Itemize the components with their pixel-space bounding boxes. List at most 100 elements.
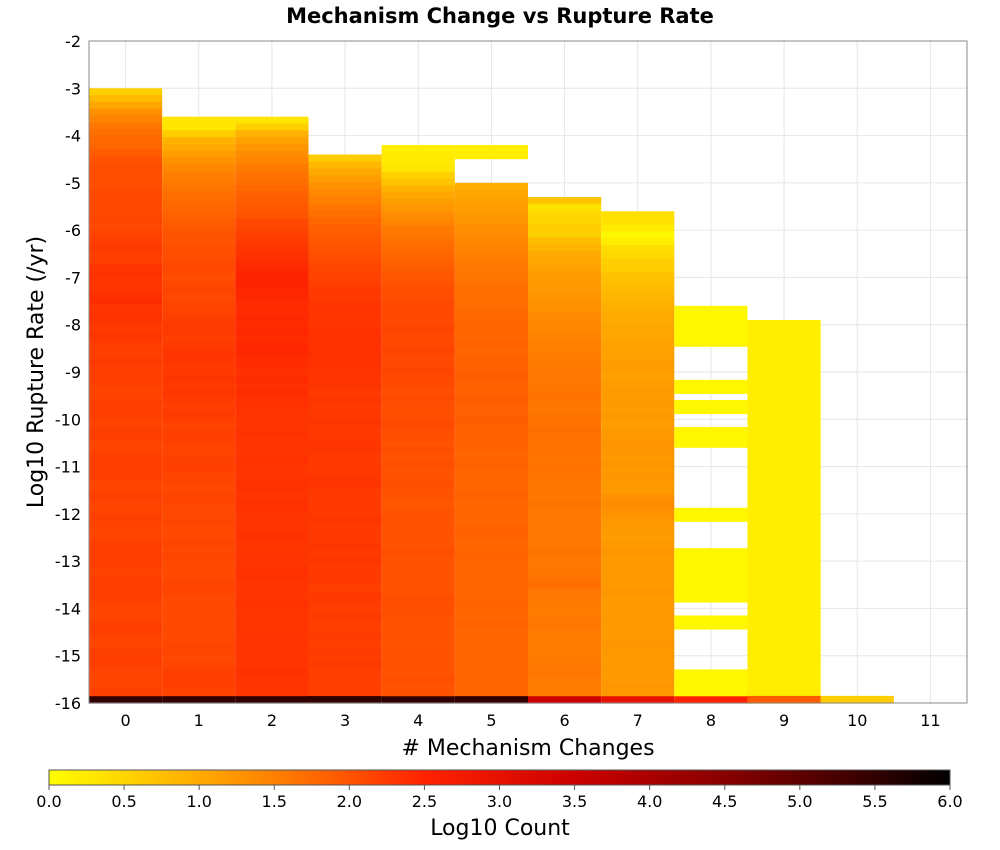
heatmap-cell (454, 504, 528, 512)
heatmap-cell (308, 598, 382, 607)
heatmap-cell (528, 601, 602, 610)
y-tick-label: -4 (65, 127, 81, 146)
heatmap-cell (89, 95, 163, 103)
heatmap-cell (235, 628, 309, 636)
heatmap-cell (162, 403, 236, 411)
heatmap-cell (235, 437, 309, 445)
x-tick-label: 1 (194, 711, 204, 730)
heatmap-cell (235, 416, 309, 425)
heatmap-cell (89, 473, 163, 481)
x-tick-label: 5 (486, 711, 496, 730)
heatmap-cell (162, 675, 236, 684)
heatmap-cell (381, 333, 455, 341)
heatmap-cell (235, 246, 309, 254)
heatmap-cell (528, 352, 602, 360)
heatmap-cell (601, 628, 675, 637)
colorbar-tick-label: 3.5 (562, 792, 587, 811)
heatmap-cell (528, 493, 602, 502)
heatmap-cell (308, 501, 382, 510)
heatmap-cell (674, 514, 748, 522)
heatmap-cell (454, 347, 528, 355)
heatmap-cell (235, 403, 309, 411)
heatmap-cell (89, 507, 163, 515)
heatmap-cell (235, 341, 309, 350)
heatmap-cell (235, 573, 309, 581)
heatmap-cell (674, 561, 748, 569)
heatmap-cell (235, 307, 309, 315)
heatmap-cell (381, 192, 455, 200)
heatmap-cell (601, 420, 675, 428)
heatmap-cell (89, 520, 163, 528)
heatmap-cell (601, 312, 675, 320)
heatmap-cell (235, 164, 309, 172)
heatmap-cell (162, 307, 236, 315)
heatmap-cell (601, 453, 675, 462)
heatmap-cell (308, 376, 382, 385)
heatmap-cell (235, 280, 309, 288)
heatmap-cell (601, 581, 675, 590)
heatmap-cell (235, 123, 309, 131)
heatmap-cell (381, 353, 455, 361)
heatmap-cell (89, 372, 163, 380)
colorbar-tick-label: 1.5 (262, 792, 287, 811)
heatmap-cell (235, 178, 309, 186)
heatmap-cell (89, 297, 163, 306)
heatmap-cell (308, 557, 382, 565)
heatmap-cell (235, 655, 309, 663)
x-tick-label: 3 (340, 711, 350, 730)
heatmap-cell (235, 375, 309, 384)
heatmap-cell (308, 258, 382, 267)
heatmap-cell (528, 682, 602, 691)
heatmap-cell (381, 407, 455, 415)
heatmap-cell (89, 534, 163, 542)
heatmap-cell (235, 443, 309, 452)
colorbar-tick-label: 3.0 (487, 792, 512, 811)
heatmap-cell (601, 271, 675, 280)
heatmap-cell (454, 244, 528, 252)
heatmap-cell (308, 369, 382, 378)
heatmap-cell (89, 209, 163, 218)
heatmap-cell (162, 566, 236, 575)
heatmap-cell (308, 286, 382, 294)
heatmap-cell (308, 550, 382, 558)
heatmap-cell (235, 662, 309, 670)
heatmap-cell (308, 328, 382, 336)
heatmap-cell (381, 440, 455, 449)
heatmap-cell (454, 566, 528, 574)
colorbar-tick-label: 4.5 (712, 792, 737, 811)
heatmap-cell (454, 483, 528, 492)
heatmap-cell (601, 615, 675, 623)
heatmap-cell (381, 313, 455, 321)
heatmap-cell (162, 573, 236, 581)
heatmap-cell (89, 466, 163, 474)
heatmap-cell (674, 433, 748, 442)
heatmap-cell (528, 217, 602, 225)
heatmap-cell (162, 409, 236, 418)
heatmap-cell (235, 198, 309, 206)
heatmap-cell (308, 383, 382, 392)
heatmap-cell (601, 386, 675, 394)
y-tick-label: -9 (65, 363, 81, 382)
heatmap-cell (454, 511, 528, 519)
heatmap-cell (674, 568, 748, 576)
heatmap-cell (235, 259, 309, 268)
heatmap-cell (454, 449, 528, 458)
heatmap-cell (674, 595, 748, 603)
heatmap-cell (528, 197, 602, 205)
heatmap-cell (89, 446, 163, 454)
heatmap-cell (162, 607, 236, 615)
heatmap-cell (162, 239, 236, 247)
heatmap-cell (528, 662, 602, 670)
heatmap-cell (235, 518, 309, 527)
heatmap-cell (162, 532, 236, 540)
heatmap-cell (381, 225, 455, 234)
heatmap-cell (528, 325, 602, 333)
heatmap-cell (454, 648, 528, 656)
heatmap-cell (381, 198, 455, 207)
heatmap-cell (89, 439, 163, 447)
heatmap-cell (162, 321, 236, 329)
heatmap-cell (235, 130, 309, 138)
heatmap-cell (601, 231, 675, 239)
heatmap-cell (89, 628, 163, 637)
heatmap-cell (235, 150, 309, 159)
